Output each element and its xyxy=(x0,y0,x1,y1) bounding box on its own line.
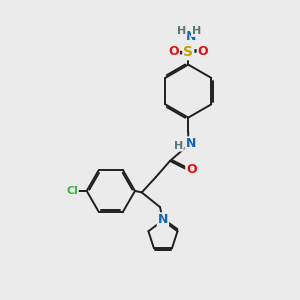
Text: N: N xyxy=(185,137,196,150)
Text: H: H xyxy=(192,26,201,36)
Text: O: O xyxy=(168,45,179,58)
Text: H: H xyxy=(174,141,183,151)
Text: O: O xyxy=(186,163,197,176)
Text: S: S xyxy=(183,45,193,59)
Text: N: N xyxy=(185,30,196,43)
Text: N: N xyxy=(158,213,168,226)
Text: Cl: Cl xyxy=(66,186,78,196)
Text: H: H xyxy=(177,26,186,36)
Text: O: O xyxy=(198,45,208,58)
